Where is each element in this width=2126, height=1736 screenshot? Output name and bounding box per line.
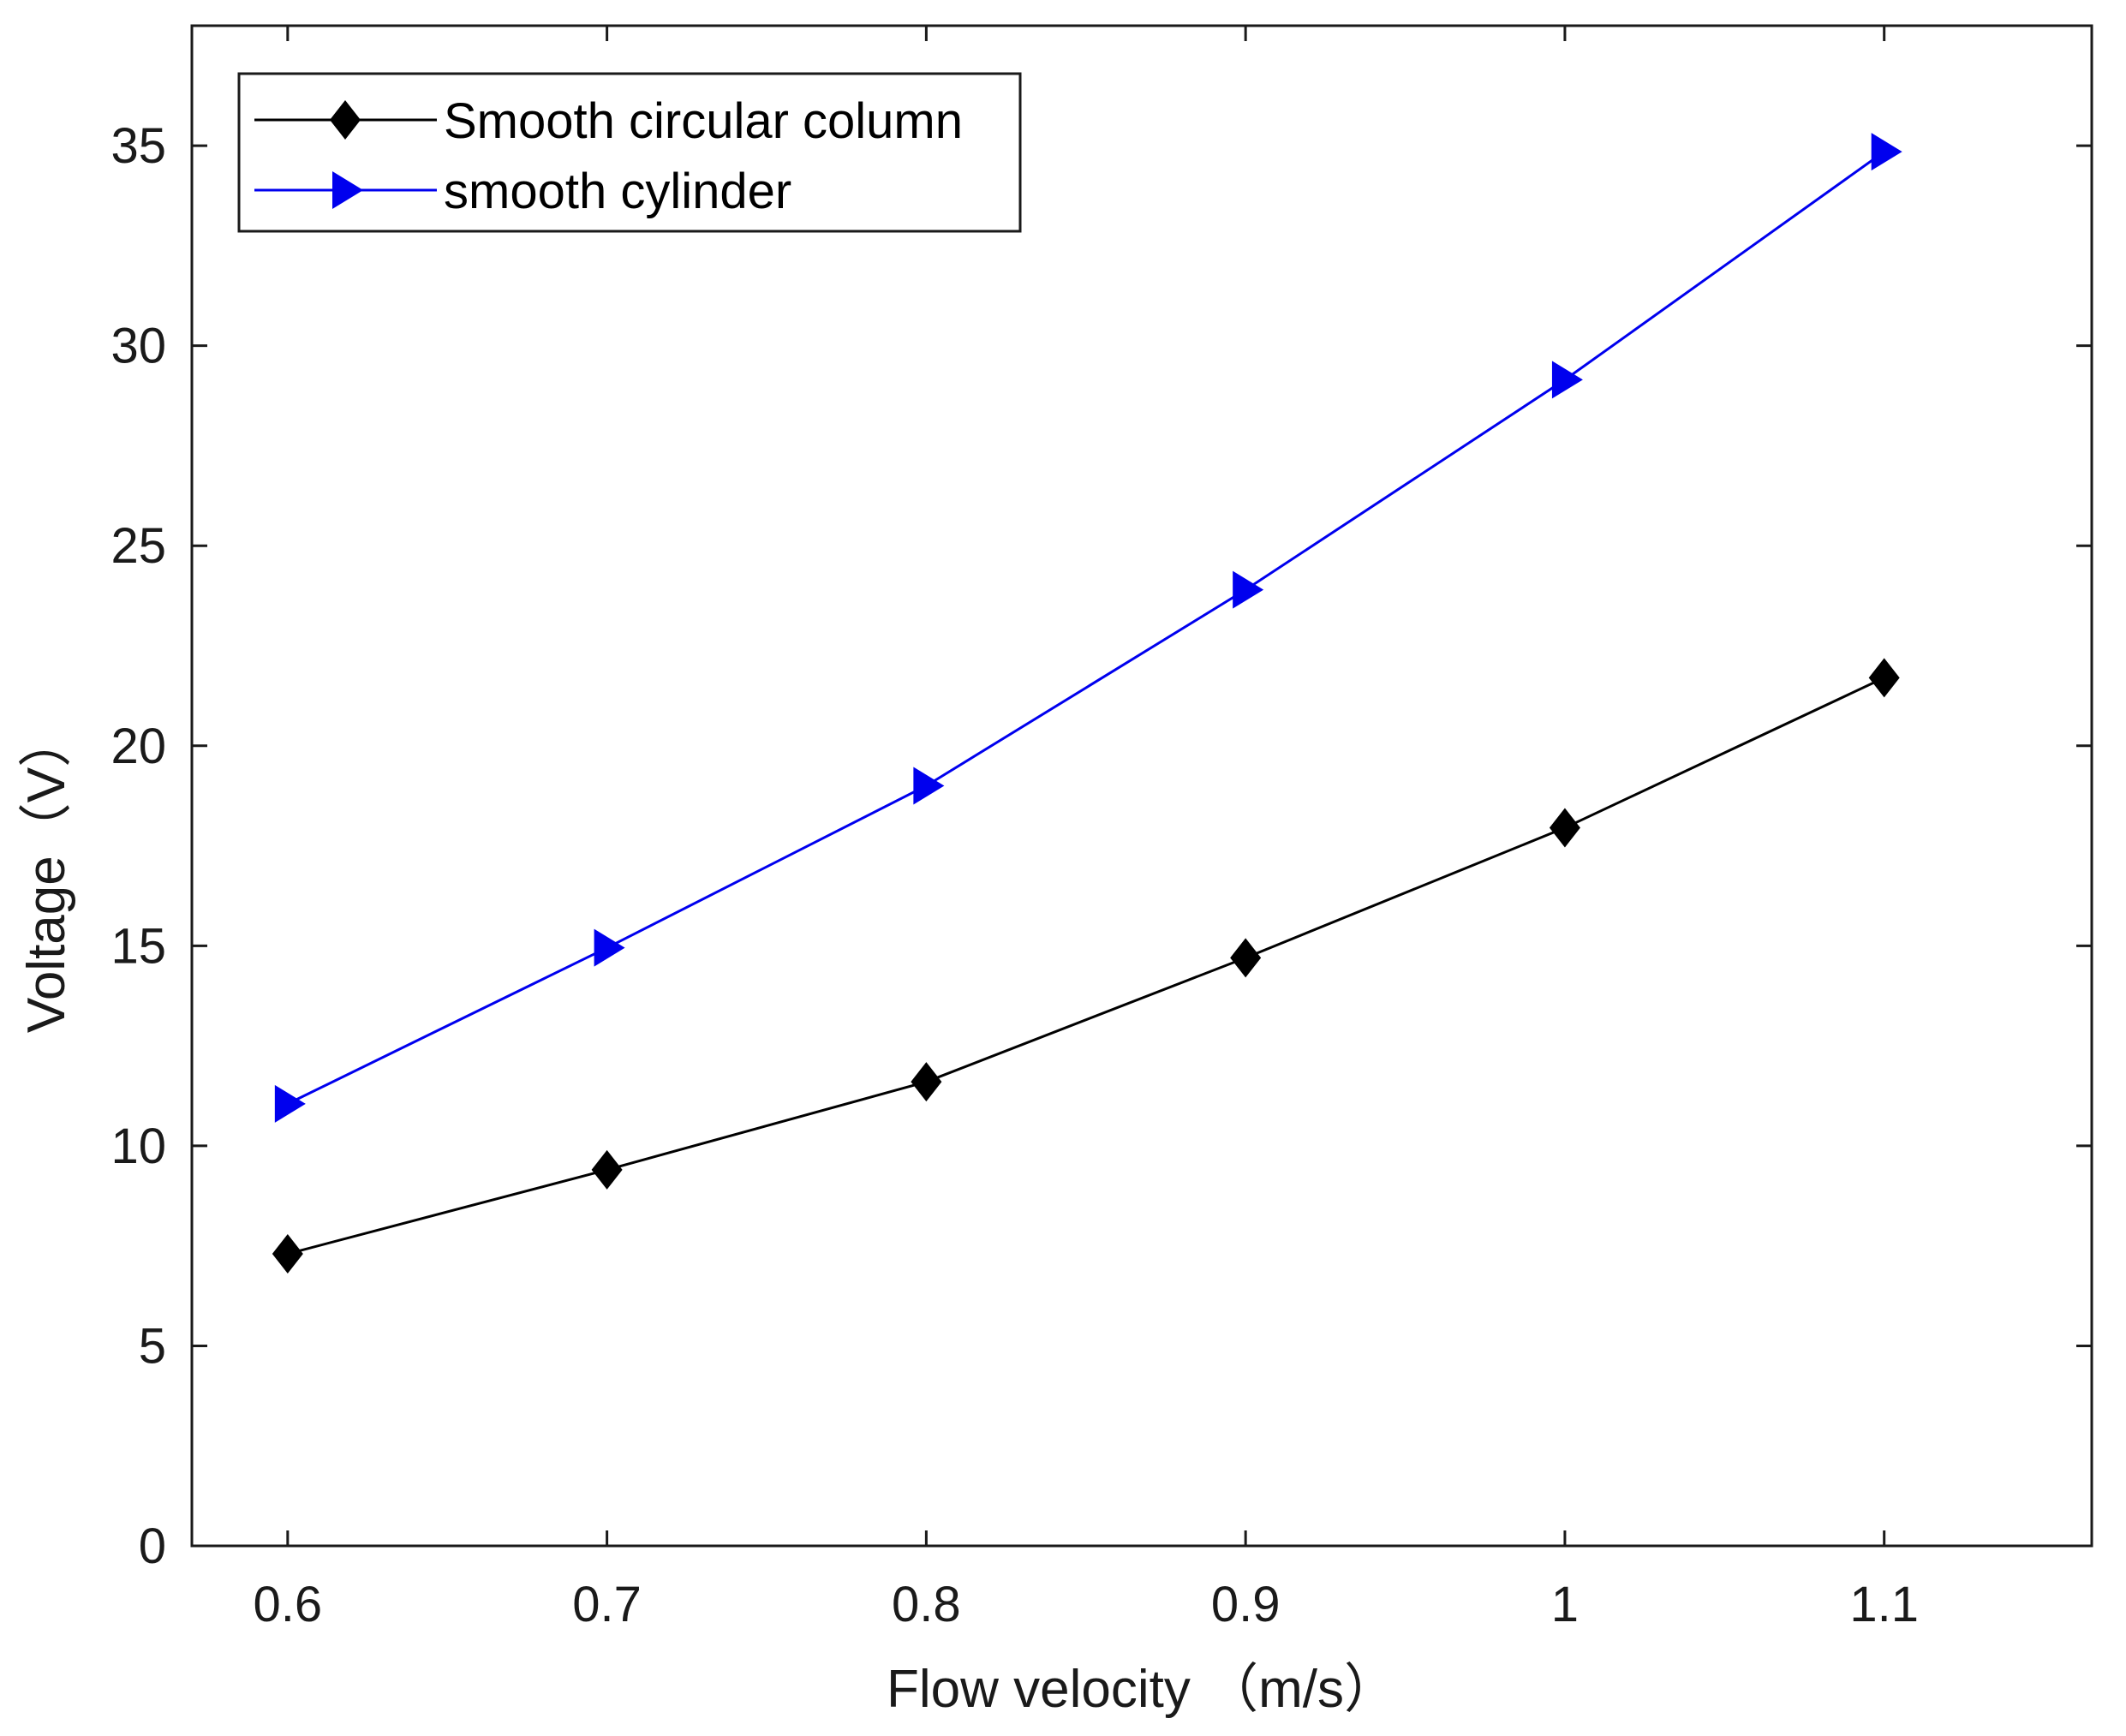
y-tick-label: 20 [110,719,166,774]
legend: Smooth circular column smooth cylinder [237,72,1022,233]
axis-ticks: 0.6 0.7 0.8 0.9 1 1.1 0 5 10 15 20 25 30 35 [110,26,2092,1632]
x-tick-label: 0.8 [892,1577,961,1632]
diamond-marker [591,1149,623,1190]
triangle-marker [1551,361,1583,399]
y-tick-label: 5 [139,1318,166,1374]
x-tick-label: 0.6 [254,1577,323,1632]
legend-marker-smooth-cylinder [332,171,363,209]
x-tick-label: 0.9 [1211,1577,1281,1632]
legend-marker-smooth-circular-column [330,100,361,140]
diamond-marker [272,1234,303,1274]
diamond-marker [911,1062,942,1102]
y-tick-label: 10 [110,1119,166,1174]
triangle-marker [594,928,625,967]
x-tick-label: 0.7 [572,1577,642,1632]
triangle-marker [1871,133,1902,171]
triangle-marker [274,1084,306,1123]
legend-box [237,72,1022,233]
y-tick-label: 35 [110,118,166,174]
triangle-marker [913,767,945,805]
y-tick-label: 25 [110,518,166,574]
y-axis-title: Voltage（V） [17,714,76,1033]
legend-label-smooth-cylinder: smooth cylinder [444,164,791,219]
triangle-marker [1233,570,1264,609]
x-tick-label: 1 [1551,1577,1579,1632]
series-line-1 [287,150,1885,1106]
y-tick-label: 0 [139,1518,166,1574]
series-line-0 [287,677,1885,1256]
series-layer [272,133,1902,1274]
diamond-marker [1868,658,1900,698]
y-tick-label: 30 [110,319,166,374]
x-tick-label: 1.1 [1849,1577,1919,1632]
x-axis-title: Flow velocity （m/s） [887,1660,1397,1719]
diamond-marker [1549,808,1580,848]
legend-label-smooth-circular-column: Smooth circular column [444,93,963,149]
y-tick-label: 15 [110,918,166,974]
plot-area-frame [190,24,2093,1548]
diamond-marker [1230,938,1262,978]
